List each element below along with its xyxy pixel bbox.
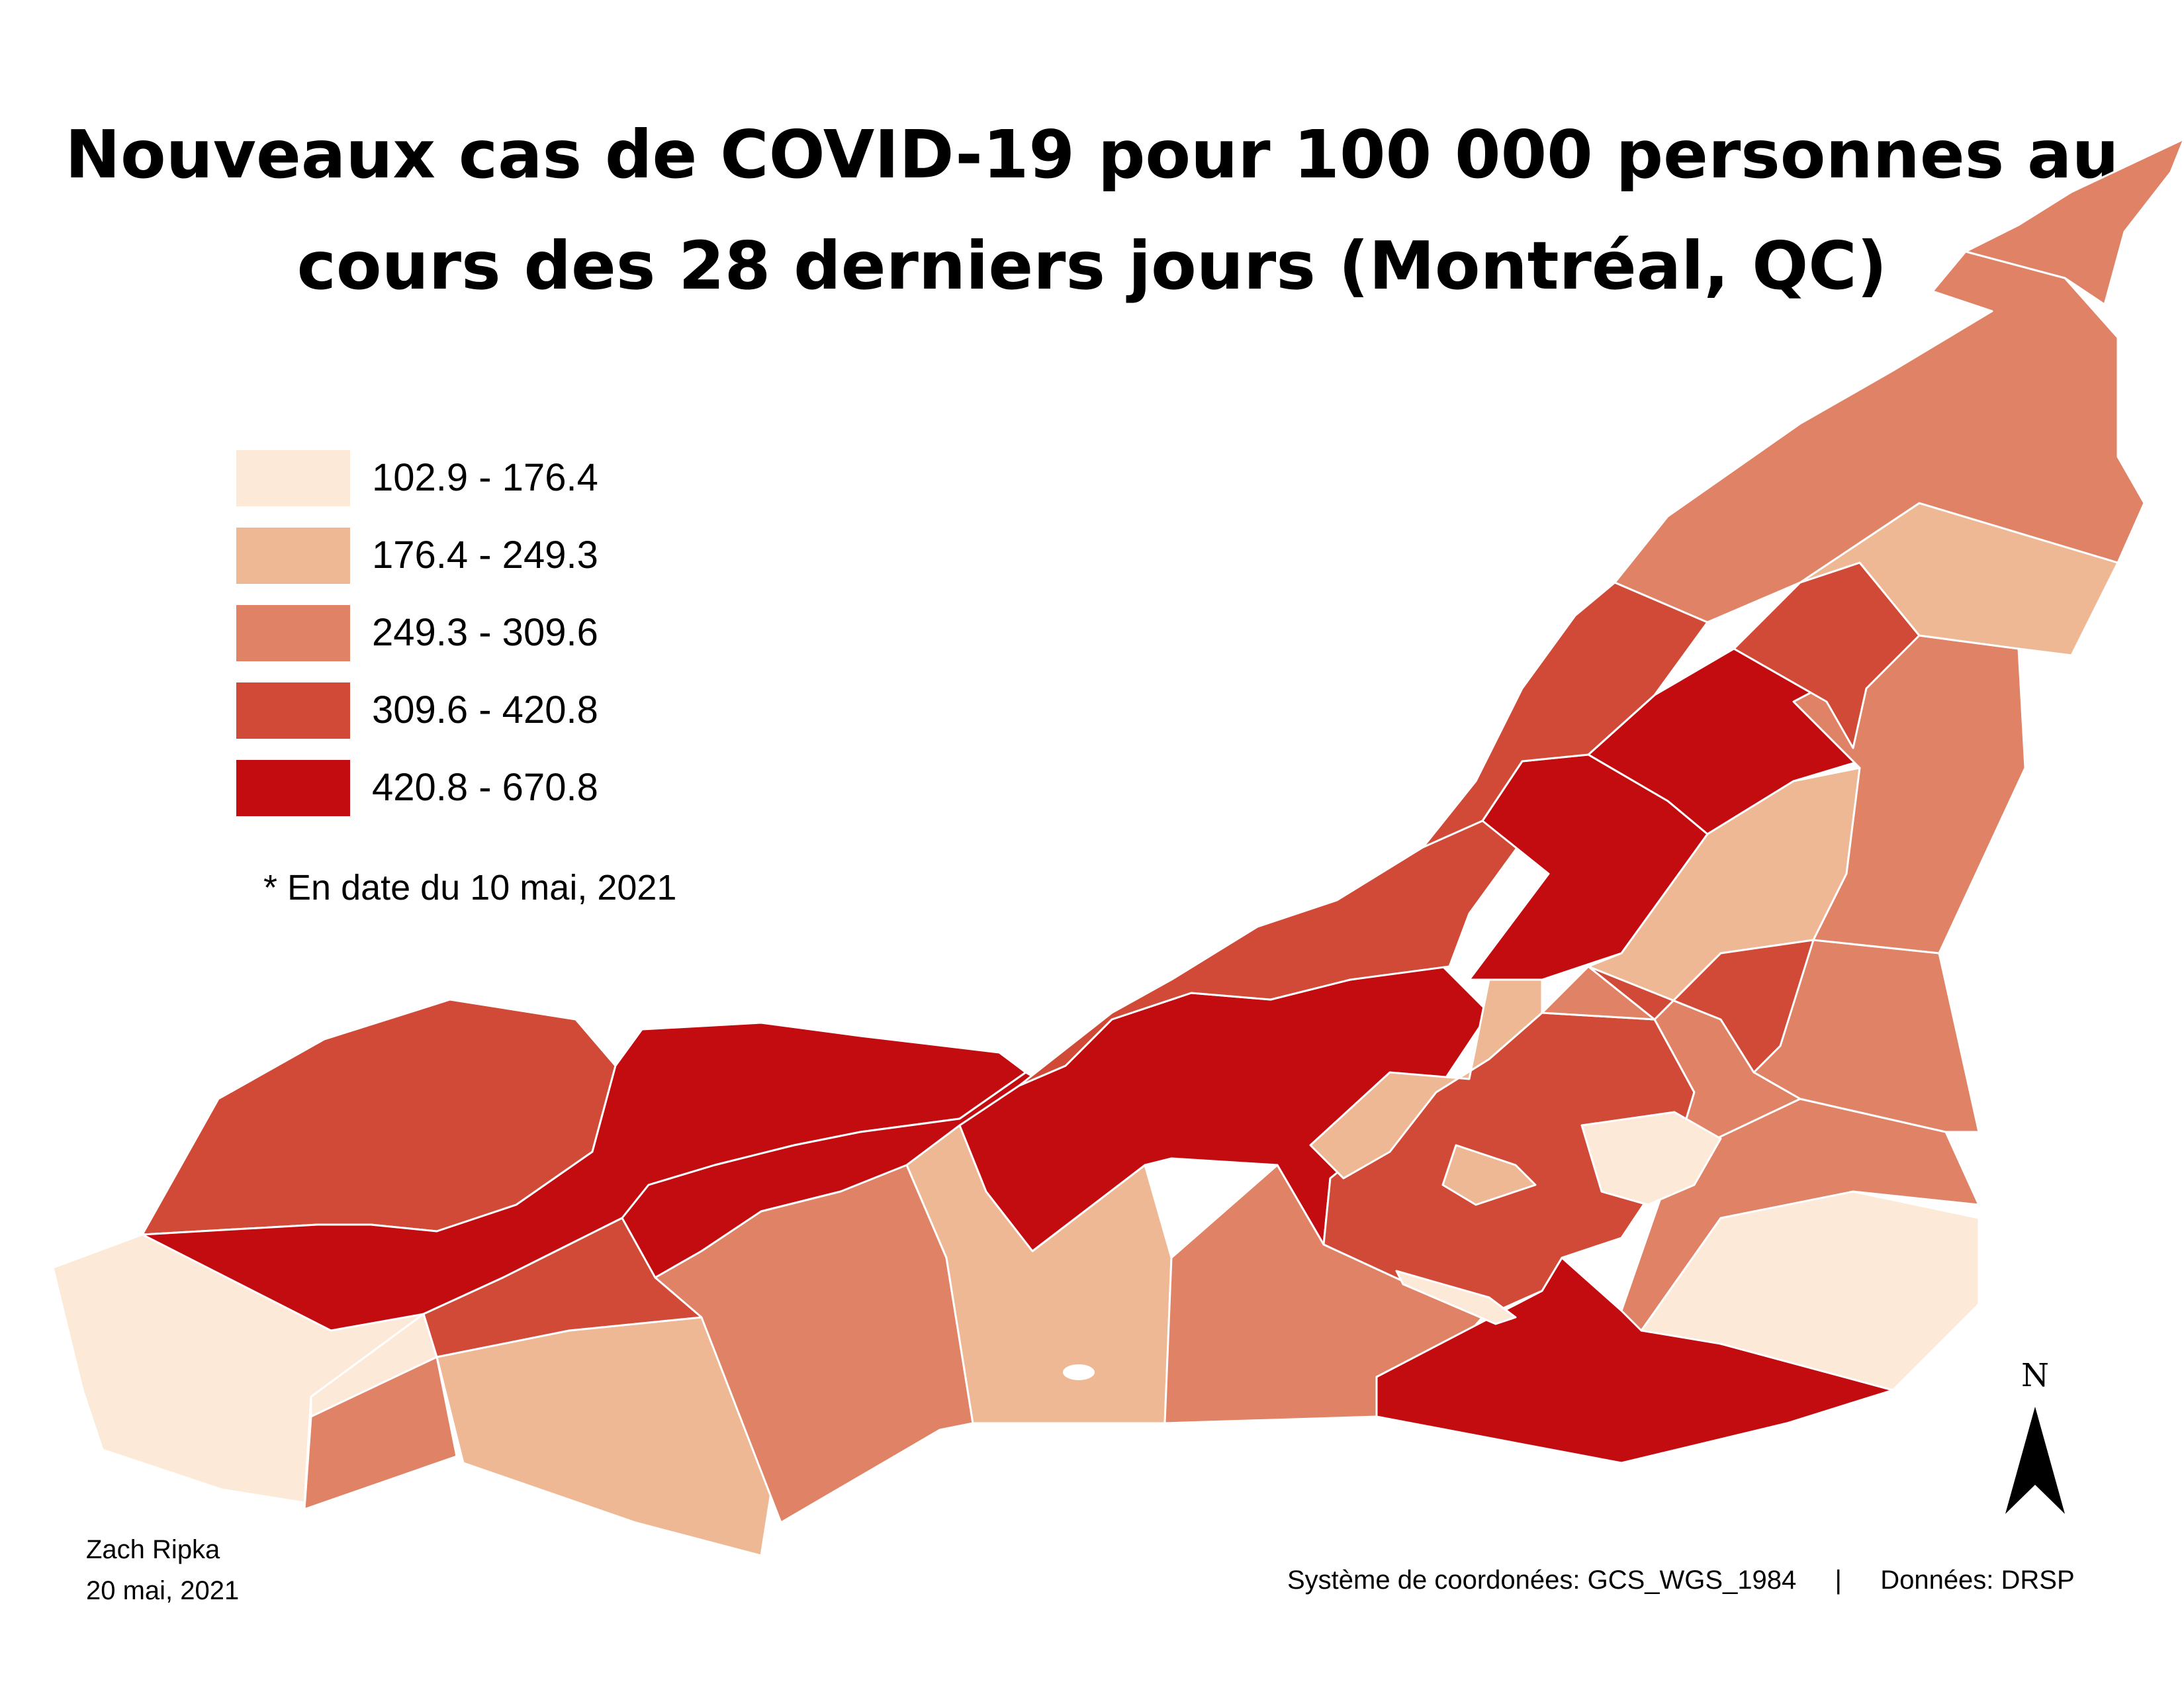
legend-item-1: 102.9 - 176.4: [236, 450, 700, 506]
legend-item-4: 309.6 - 420.8: [236, 682, 700, 739]
map-title: Nouveaux cas de COVID-19 pour 100 000 pe…: [0, 99, 2184, 322]
legend-label-5: 420.8 - 670.8: [372, 766, 598, 809]
map-title-line-2: cours des 28 derniers jours (Montréal, Q…: [296, 227, 1888, 305]
footer-credits: Système de coordonées: GCS_WGS_1984 | Do…: [1287, 1566, 2075, 1595]
region-centre-light-2: [1441, 1144, 1537, 1206]
legend-swatch-4: [236, 682, 350, 739]
legend-item-3: 249.3 - 309.6: [236, 605, 700, 661]
coordinate-system: Système de coordonées: GCS_WGS_1984: [1287, 1566, 1797, 1595]
author-block: Zach Ripka 20 mai, 2021: [86, 1529, 239, 1611]
legend-label-1: 102.9 - 176.4: [372, 456, 598, 499]
north-arrow-icon: [2005, 1407, 2065, 1514]
legend-swatch-3: [236, 605, 350, 661]
legend-swatch-5: [236, 760, 350, 816]
legend-label-4: 309.6 - 420.8: [372, 688, 598, 731]
footer-separator: |: [1835, 1566, 1842, 1595]
author-date: 20 mai, 2021: [86, 1576, 240, 1605]
region-east-dark: [1587, 939, 1815, 1074]
region-southwest-medium: [303, 1356, 458, 1511]
map-title-line-1: Nouveaux cas de COVID-19 pour 100 000 pe…: [65, 116, 2119, 193]
author-name: Zach Ripka: [86, 1535, 220, 1564]
legend-label-2: 176.4 - 249.3: [372, 534, 598, 577]
region-north-tip: [1964, 138, 2184, 306]
north-arrow: N: [2005, 1357, 2065, 1516]
region-centre-lightest-stripe: [1395, 1270, 1517, 1325]
island-speck: [1063, 1364, 1095, 1380]
legend-label-3: 249.3 - 309.6: [372, 611, 598, 654]
data-source: Données: DRSP: [1880, 1566, 2075, 1595]
legend-item-5: 420.8 - 670.8: [236, 760, 700, 816]
legend-swatch-1: [236, 450, 350, 506]
legend-item-2: 176.4 - 249.3: [236, 528, 700, 584]
date-note: * En date du 10 mai, 2021: [263, 868, 677, 908]
legend-swatch-2: [236, 528, 350, 584]
north-label: N: [2021, 1357, 2049, 1394]
region-centre-light-1: [1309, 978, 1543, 1180]
region-centre-lightest: [1580, 1111, 1722, 1206]
